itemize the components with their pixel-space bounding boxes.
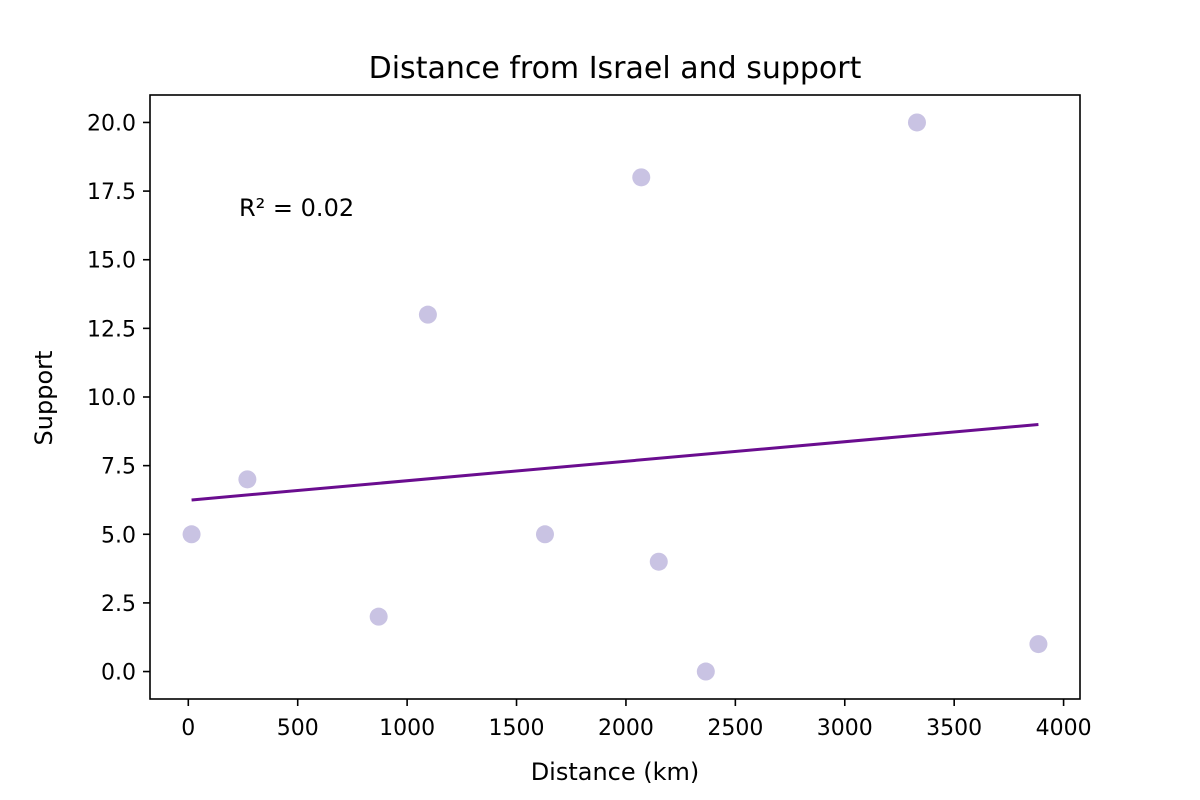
y-tick-label: 0.0 <box>101 661 136 686</box>
y-tick-label: 7.5 <box>101 455 136 480</box>
y-tick-label: 10.0 <box>87 386 136 411</box>
data-point <box>369 607 388 626</box>
data-point <box>649 552 668 571</box>
y-axis-label: Support <box>30 351 58 446</box>
x-tick-label: 500 <box>277 716 319 741</box>
chart-title: Distance from Israel and support <box>369 51 862 86</box>
x-tick-label: 3000 <box>817 716 873 741</box>
trend-line <box>191 422 1039 502</box>
data-point <box>1029 635 1048 654</box>
data-point <box>632 168 651 187</box>
x-tick-label: 3500 <box>926 716 982 741</box>
data-point <box>238 470 257 489</box>
plot-area: 0 500 1000 1500 2000 2500 3000 3500 4000 0.0 2.5 5.… <box>87 94 1092 741</box>
data-point <box>696 662 715 681</box>
y-tick-label: 17.5 <box>87 180 136 205</box>
x-tick-label: 1000 <box>379 716 435 741</box>
data-point <box>418 305 437 324</box>
data-point <box>182 525 201 544</box>
y-tick-label: 12.5 <box>87 317 136 342</box>
axes-frame <box>149 94 1081 700</box>
y-tick-label: 20.0 <box>87 111 136 136</box>
x-axis-label: Distance (km) <box>531 758 700 786</box>
x-tick-label: 1500 <box>489 716 545 741</box>
r-squared-annotation: R² = 0.02 <box>239 194 354 222</box>
y-tick-label: 5.0 <box>101 523 136 548</box>
data-point <box>535 525 554 544</box>
x-tick-label: 2000 <box>598 716 654 741</box>
x-tick-label: 4000 <box>1036 716 1092 741</box>
y-tick-label: 15.0 <box>87 249 136 274</box>
data-point <box>907 113 926 132</box>
x-tick-label: 2500 <box>707 716 763 741</box>
y-tick-label: 2.5 <box>101 592 136 617</box>
x-tick-label: 0 <box>181 716 195 741</box>
